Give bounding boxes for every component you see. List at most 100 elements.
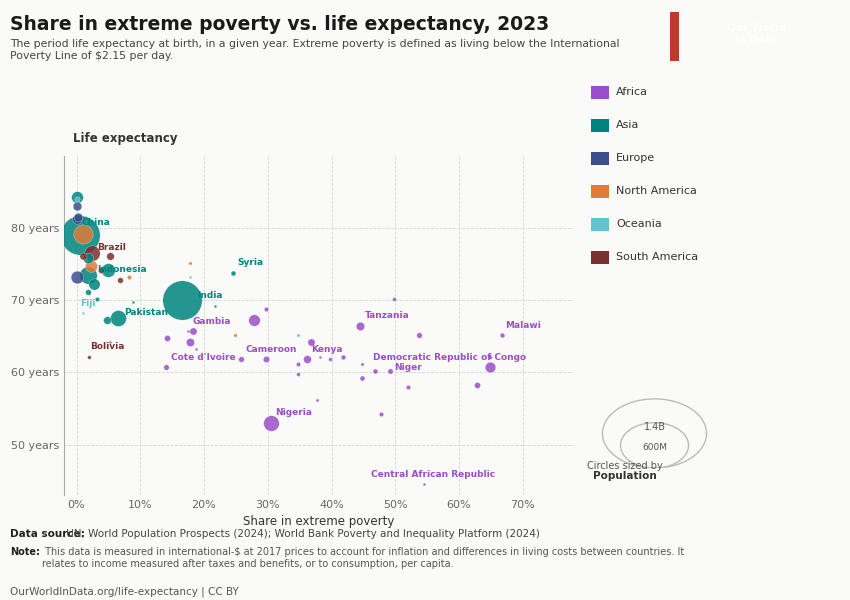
Text: Our World
in Data: Our World in Data [727, 23, 786, 46]
Point [374, 409, 388, 419]
Text: Oceania: Oceania [616, 220, 662, 229]
Point [264, 418, 278, 428]
Point [190, 344, 203, 354]
Text: 1.4B: 1.4B [643, 422, 666, 431]
Point [88, 280, 101, 289]
Bar [670, 12, 679, 61]
Point [94, 265, 107, 275]
Point [73, 230, 87, 240]
Point [82, 352, 96, 361]
Text: Brazil: Brazil [97, 243, 126, 252]
Point [311, 395, 325, 404]
Point [183, 272, 196, 282]
Text: Note:: Note: [10, 547, 40, 557]
Point [103, 337, 116, 347]
Text: UN, World Population Prospects (2024); World Bank Poverty and Inequality Platfor: UN, World Population Prospects (2024); W… [63, 529, 540, 539]
Text: Europe: Europe [616, 154, 655, 163]
Point [228, 330, 241, 340]
Text: Cote d'Ivoire: Cote d'Ivoire [171, 353, 235, 362]
Point [181, 326, 195, 335]
Point [260, 304, 274, 314]
Text: India: India [197, 291, 223, 300]
Point [86, 248, 99, 258]
Point [226, 268, 240, 278]
Text: Circles sized by: Circles sized by [586, 461, 663, 471]
Point [122, 272, 136, 282]
Point [71, 215, 84, 224]
Point [185, 326, 199, 335]
Text: South America: South America [616, 253, 699, 262]
Point [313, 352, 326, 361]
Point [71, 272, 84, 282]
Point [417, 479, 431, 489]
Point [90, 294, 104, 304]
Point [354, 320, 367, 330]
Text: Gambia: Gambia [192, 317, 231, 325]
Point [383, 366, 397, 376]
Point [102, 265, 116, 275]
Point [300, 355, 314, 364]
Point [355, 373, 369, 383]
Point [113, 275, 127, 285]
Point [483, 352, 496, 361]
Point [71, 194, 84, 204]
Point [292, 369, 305, 379]
Text: Share in extreme poverty vs. life expectancy, 2023: Share in extreme poverty vs. life expect… [10, 15, 549, 34]
Point [355, 359, 369, 368]
Point [126, 297, 139, 307]
Point [323, 355, 337, 364]
Text: Democratic Republic of Congo: Democratic Republic of Congo [373, 353, 526, 362]
Point [76, 251, 89, 260]
Point [83, 261, 97, 271]
Point [208, 301, 222, 311]
Point [76, 229, 89, 239]
Text: Cameroon: Cameroon [246, 346, 297, 355]
Point [368, 366, 382, 376]
Point [401, 382, 415, 392]
Point [387, 294, 401, 304]
Text: This data is measured in international-$ at 2017 prices to account for inflation: This data is measured in international-$… [42, 547, 685, 569]
Text: 600M: 600M [642, 443, 667, 452]
Text: Data source:: Data source: [10, 529, 85, 539]
Text: Fiji: Fiji [80, 299, 95, 308]
Point [111, 313, 125, 323]
Point [100, 316, 114, 325]
Text: North America: North America [616, 187, 697, 196]
Point [159, 362, 173, 371]
Point [470, 380, 484, 390]
Point [483, 362, 496, 371]
Point [234, 355, 248, 364]
Point [336, 352, 349, 361]
Text: Asia: Asia [616, 121, 639, 130]
Text: Pakistan: Pakistan [124, 308, 168, 317]
Point [71, 202, 84, 211]
Text: Tanzania: Tanzania [365, 311, 410, 320]
Point [71, 193, 84, 202]
Point [81, 287, 94, 296]
Text: Nigeria: Nigeria [275, 408, 313, 417]
Point [496, 330, 509, 340]
Text: Kenya: Kenya [311, 346, 343, 355]
Point [260, 355, 274, 364]
Text: Africa: Africa [616, 88, 649, 97]
Text: Life expectancy: Life expectancy [73, 132, 178, 145]
Point [292, 359, 305, 368]
Point [183, 337, 196, 347]
Text: OurWorldInData.org/life-expectancy | CC BY: OurWorldInData.org/life-expectancy | CC … [10, 587, 239, 598]
Point [304, 337, 318, 347]
X-axis label: Share in extreme poverty: Share in extreme poverty [243, 515, 394, 529]
Point [76, 308, 89, 318]
Point [183, 258, 196, 268]
Text: The period life expectancy at birth, in a given year. Extreme poverty is defined: The period life expectancy at birth, in … [10, 39, 620, 61]
Text: Population: Population [592, 471, 656, 481]
Point [103, 251, 116, 260]
Text: Central African Republic: Central African Republic [371, 470, 496, 479]
Text: Syria: Syria [237, 258, 264, 267]
Point [81, 254, 94, 263]
Point [292, 330, 305, 340]
Point [71, 212, 85, 222]
Point [81, 270, 94, 280]
Text: Malawi: Malawi [505, 321, 541, 330]
Point [413, 330, 426, 340]
Point [246, 316, 260, 325]
